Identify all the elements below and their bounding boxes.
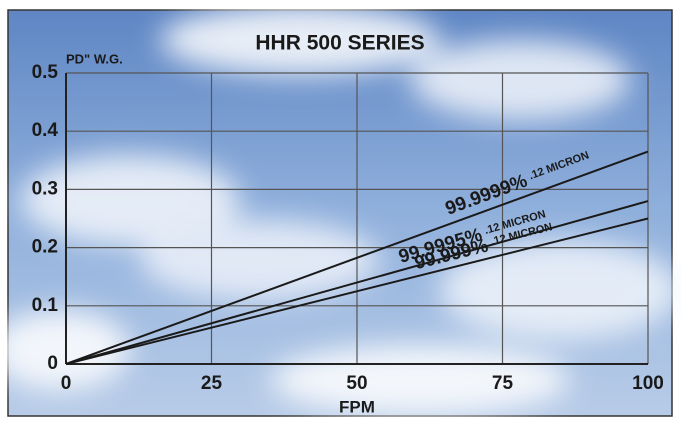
x-tick-label: 25 xyxy=(201,373,223,394)
line xyxy=(65,200,649,365)
y-axis-label: PD" W.G. xyxy=(66,51,123,66)
clouds xyxy=(0,5,680,415)
x-tick-label: 50 xyxy=(346,373,367,394)
x-tick-label: 0 xyxy=(61,373,72,394)
chart-title: HHR 500 SERIES xyxy=(255,32,424,55)
x-tick-label: 75 xyxy=(492,373,514,394)
y-tick-label: 0 xyxy=(47,353,58,374)
y-tick-label: 0.5 xyxy=(32,62,59,83)
line xyxy=(65,150,649,365)
y-tick-label: 0.3 xyxy=(32,178,58,199)
x-tick-label: 100 xyxy=(632,373,664,394)
line xyxy=(65,217,649,365)
y-tick-label: 0.1 xyxy=(32,295,59,316)
y-tick-label: 0.4 xyxy=(32,120,59,141)
x-axis-label: FPM xyxy=(339,397,375,416)
y-tick-label: 0.2 xyxy=(32,237,58,258)
